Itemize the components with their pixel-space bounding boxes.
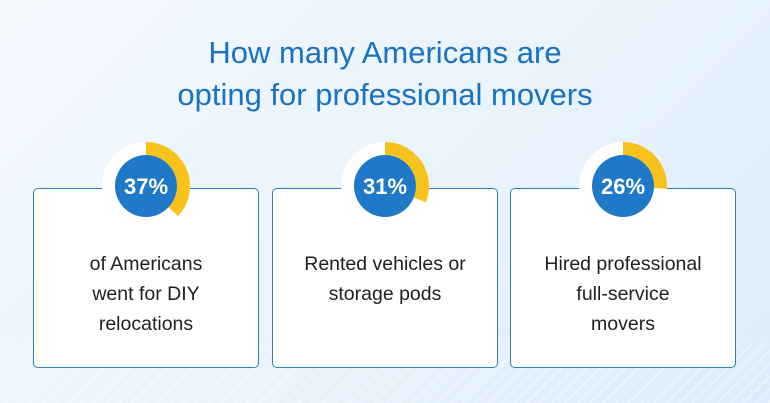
description-line: storage pods xyxy=(328,283,442,305)
percent-label: 37% xyxy=(124,174,168,199)
ring-arc-slice xyxy=(146,142,190,217)
infographic-title: How many Americans are opting for profes… xyxy=(0,32,770,116)
donut-chart-professional: 26% xyxy=(579,142,667,230)
donut-center xyxy=(592,155,654,217)
stat-description: Rented vehicles or storage pods xyxy=(273,249,497,309)
title-line-1: How many Americans are xyxy=(208,35,562,70)
donut-center xyxy=(115,155,177,217)
description-line: relocations xyxy=(98,313,194,335)
stat-description: Hired professional full-service movers xyxy=(511,249,735,339)
donut-chart-rented: 31% xyxy=(341,142,429,230)
donut-svg: 26% xyxy=(579,142,667,230)
donut-svg: 31% xyxy=(341,142,429,230)
donut-center xyxy=(354,155,416,217)
ring-arc-slice xyxy=(385,142,429,203)
description-line: full-service xyxy=(576,283,670,305)
percent-label: 26% xyxy=(601,174,645,199)
stat-description: of Americans went for DIY relocations xyxy=(34,249,258,339)
donut-chart-diy: 37% xyxy=(102,142,190,230)
ring-arc-slice xyxy=(623,142,667,189)
title-line-2: opting for professional movers xyxy=(177,77,593,112)
percent-label: 31% xyxy=(363,174,407,199)
donut-svg: 37% xyxy=(102,142,190,230)
description-line: Hired professional xyxy=(544,253,702,275)
description-line: Rented vehicles or xyxy=(304,253,466,275)
description-line: went for DIY xyxy=(92,283,200,305)
description-line: movers xyxy=(591,313,655,335)
description-line: of Americans xyxy=(89,253,203,275)
